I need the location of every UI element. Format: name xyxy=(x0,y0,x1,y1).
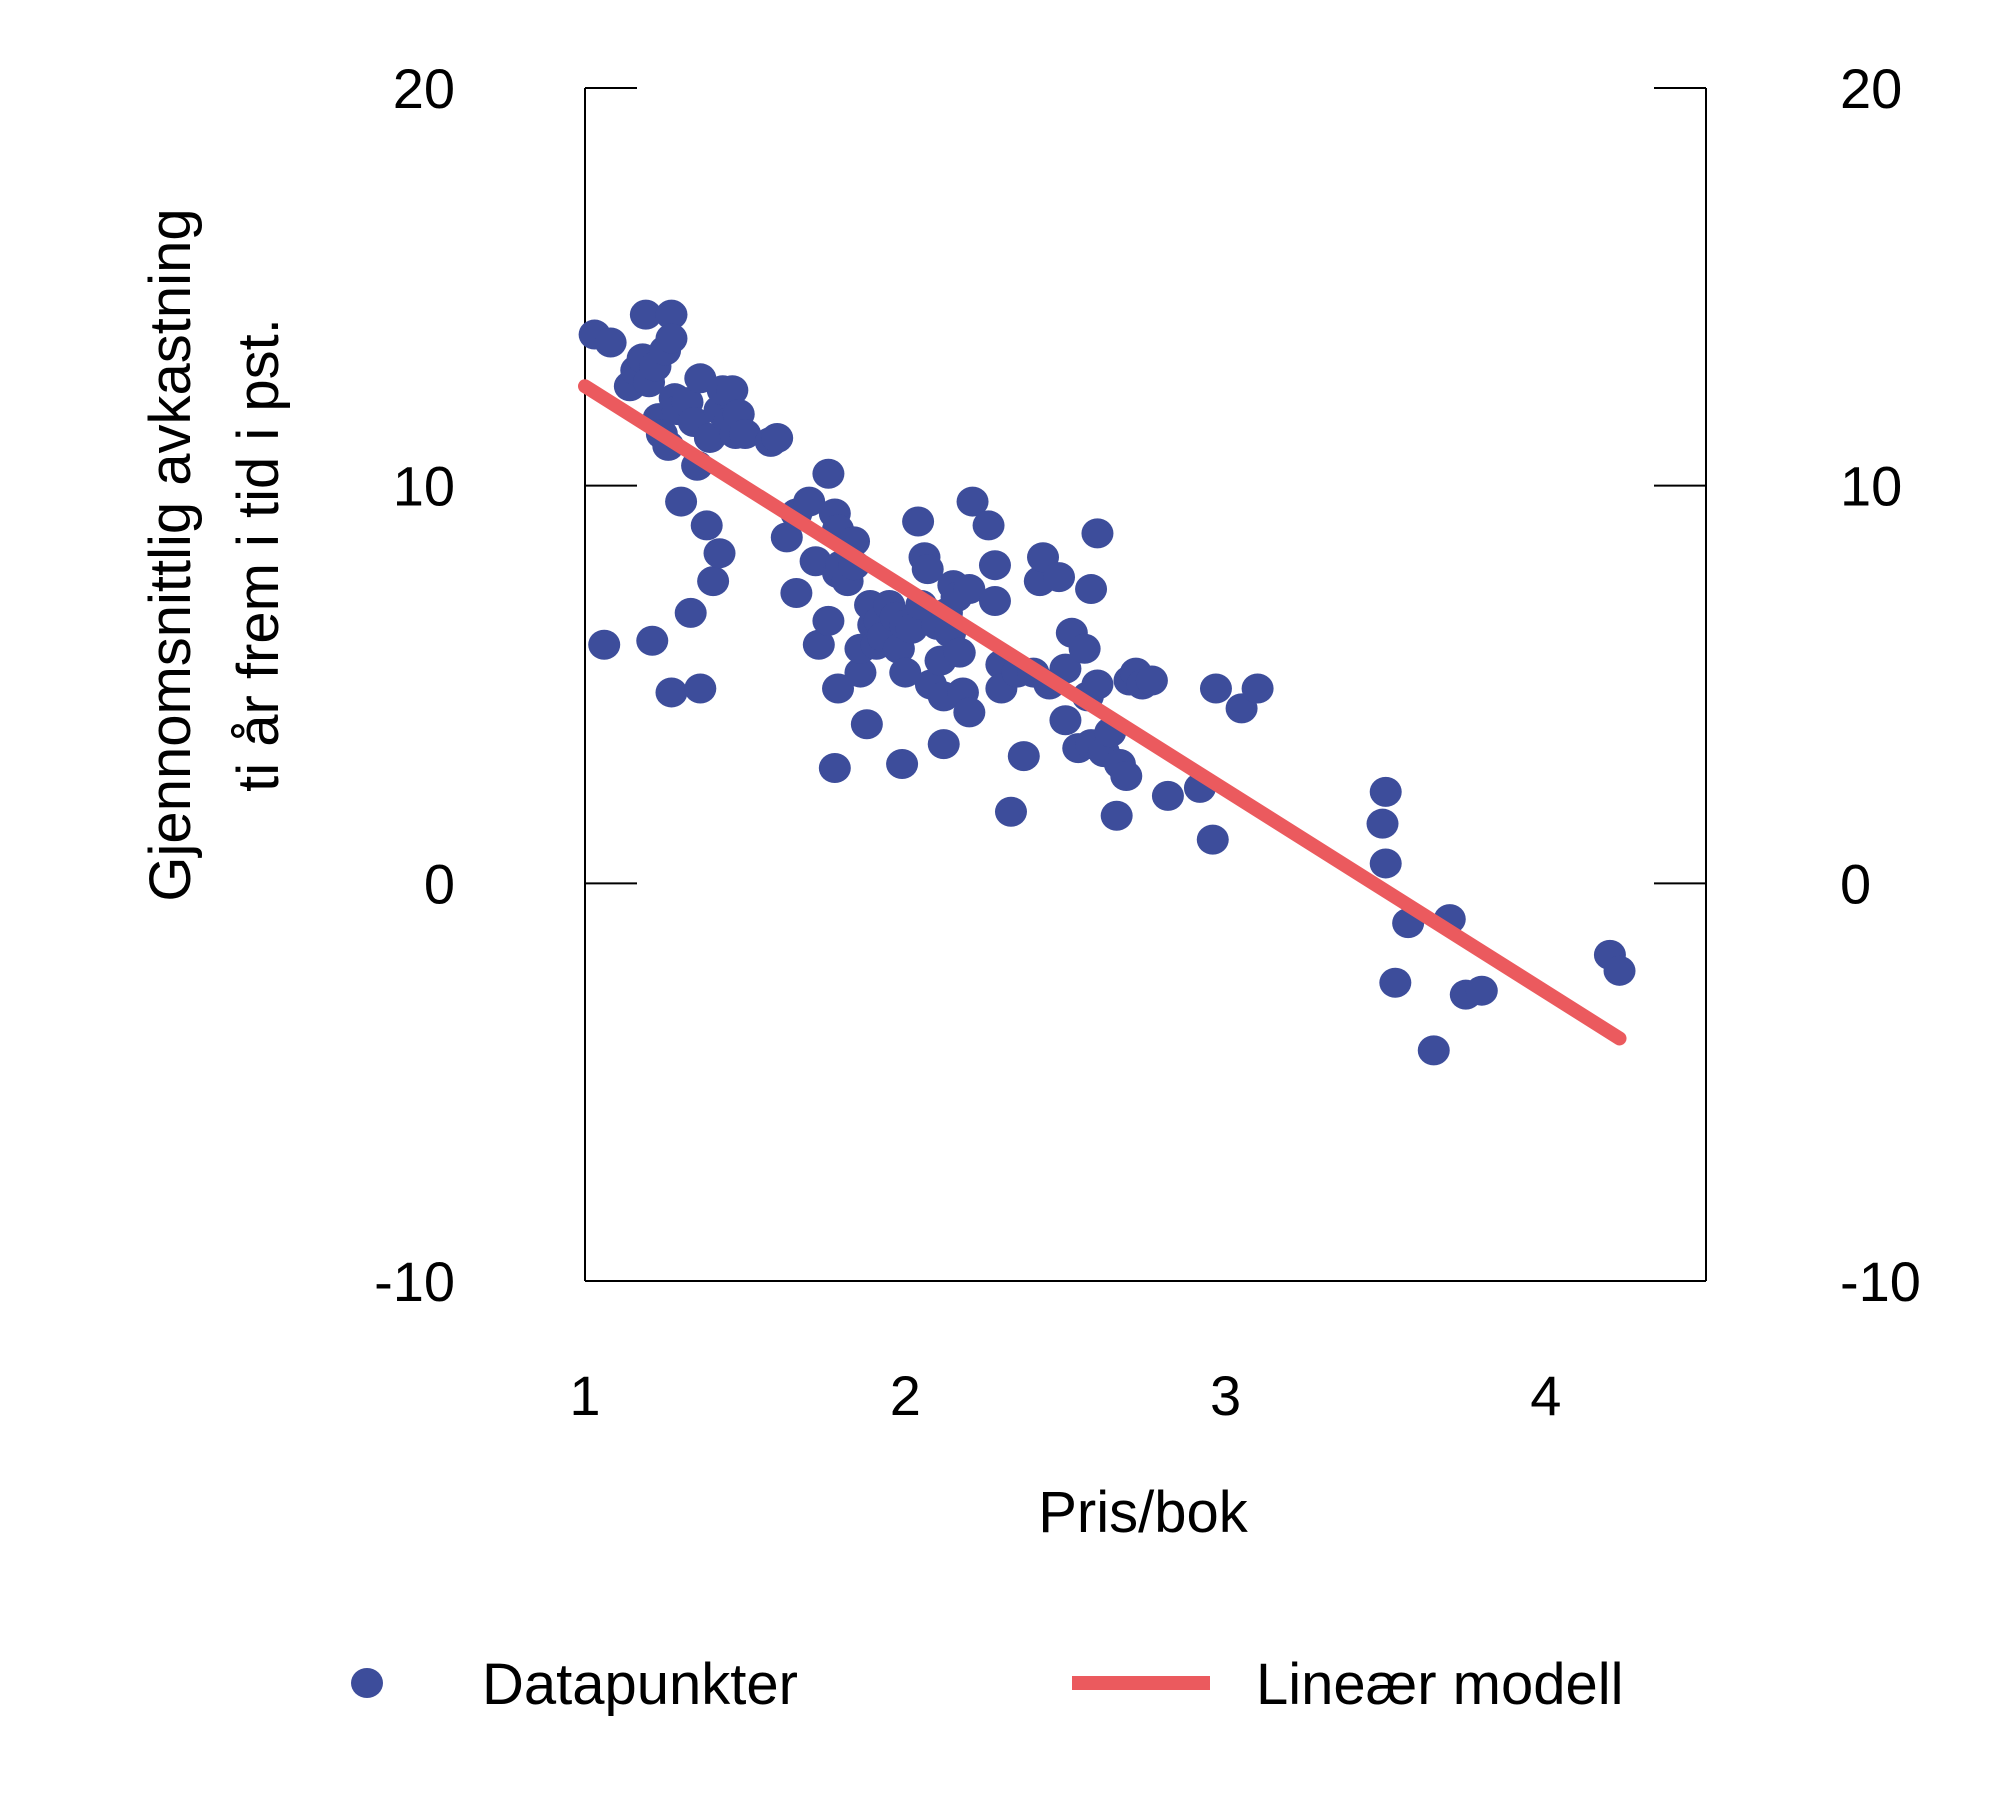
data-point xyxy=(1465,975,1498,1006)
data-point xyxy=(895,613,928,644)
data-point xyxy=(1199,673,1232,704)
regression-line xyxy=(578,379,1627,1046)
data-point xyxy=(978,550,1011,581)
regression-series xyxy=(578,379,1627,1046)
data-point xyxy=(902,506,935,537)
data-point xyxy=(636,625,669,656)
data-point xyxy=(943,637,976,668)
data-point xyxy=(1100,800,1133,831)
data-point xyxy=(850,709,883,740)
data-point xyxy=(812,458,845,489)
data-point xyxy=(729,418,762,449)
data-point xyxy=(793,486,826,517)
data-point xyxy=(655,323,688,354)
data-point xyxy=(844,657,877,688)
data-point xyxy=(716,375,749,406)
plot-area xyxy=(584,88,1707,1282)
data-point xyxy=(1196,824,1229,855)
data-point xyxy=(956,486,989,517)
data-point xyxy=(1603,955,1636,986)
y-tick-label-left: 0 xyxy=(424,852,455,915)
data-point xyxy=(770,522,803,553)
legend-label-lineaer-modell: Lineær modell xyxy=(1256,1652,1624,1717)
data-point xyxy=(629,299,662,330)
y-axis-title-line-2: ti år frem i tid i pst. xyxy=(226,318,291,792)
data-point xyxy=(690,510,723,541)
data-point xyxy=(886,749,919,780)
data-point xyxy=(953,697,986,728)
y-axis-left: 20 10 0 -10 xyxy=(374,57,637,1313)
data-point xyxy=(665,486,698,517)
data-point xyxy=(684,673,717,704)
data-point xyxy=(594,327,627,358)
x-tick-label: 4 xyxy=(1530,1364,1561,1427)
data-point xyxy=(780,578,813,609)
data-point xyxy=(911,554,944,585)
data-point xyxy=(1075,574,1108,605)
data-point xyxy=(1151,780,1184,811)
data-point xyxy=(994,796,1027,827)
y-tick-label-left: 10 xyxy=(393,455,455,518)
x-tick-label: 3 xyxy=(1210,1364,1241,1427)
data-point xyxy=(761,422,794,453)
y-tick-label-right: -10 xyxy=(1840,1250,1921,1313)
data-point xyxy=(1379,967,1412,998)
legend: Datapunkter Lineær modell xyxy=(351,1652,1624,1717)
data-point xyxy=(953,574,986,605)
data-point xyxy=(1366,808,1399,839)
data-point xyxy=(1081,518,1114,549)
data-point xyxy=(889,657,922,688)
data-point xyxy=(972,510,1005,541)
data-point xyxy=(1049,705,1082,736)
data-point xyxy=(1081,669,1114,700)
data-point xyxy=(1369,776,1402,807)
y-tick-label-right: 0 xyxy=(1840,852,1871,915)
data-point xyxy=(802,629,835,660)
data-point xyxy=(655,677,688,708)
x-axis-title: Pris/bok xyxy=(1038,1480,1249,1545)
data-point xyxy=(655,299,688,330)
data-point xyxy=(927,729,960,760)
y-axis-title: Gjennomsnittlig avkastning ti år frem i … xyxy=(138,208,291,901)
legend-item-datapunkter: Datapunkter xyxy=(351,1652,798,1717)
data-point xyxy=(1043,562,1076,593)
data-point xyxy=(1417,1035,1450,1066)
data-point xyxy=(822,673,855,704)
y-tick-label-right: 10 xyxy=(1840,455,1902,518)
data-point xyxy=(812,605,845,636)
data-point xyxy=(978,585,1011,616)
x-tick-label: 1 xyxy=(569,1364,600,1427)
legend-label-datapunkter: Datapunkter xyxy=(482,1652,798,1717)
y-axis-right: 20 10 0 -10 xyxy=(1654,57,1921,1313)
legend-item-lineaer-modell: Lineær modell xyxy=(1072,1652,1624,1717)
x-axis: 1 2 3 4 xyxy=(569,1364,1561,1427)
data-point xyxy=(1068,633,1101,664)
y-tick-label-left: -10 xyxy=(374,1250,455,1313)
y-tick-label-right: 20 xyxy=(1840,57,1902,120)
data-point xyxy=(1135,665,1168,696)
data-point xyxy=(588,629,621,660)
y-axis-title-line-1: Gjennomsnittlig avkastning xyxy=(138,208,203,901)
data-point xyxy=(1369,848,1402,879)
data-point xyxy=(818,753,851,784)
data-point xyxy=(1007,741,1040,772)
data-point xyxy=(674,597,707,628)
x-tick-label: 2 xyxy=(890,1364,921,1427)
data-point xyxy=(703,538,736,569)
data-point xyxy=(1241,673,1274,704)
legend-marker-datapunkter xyxy=(351,1668,383,1698)
y-tick-label-left: 20 xyxy=(393,57,455,120)
data-point xyxy=(697,566,730,597)
data-point xyxy=(1110,760,1143,791)
